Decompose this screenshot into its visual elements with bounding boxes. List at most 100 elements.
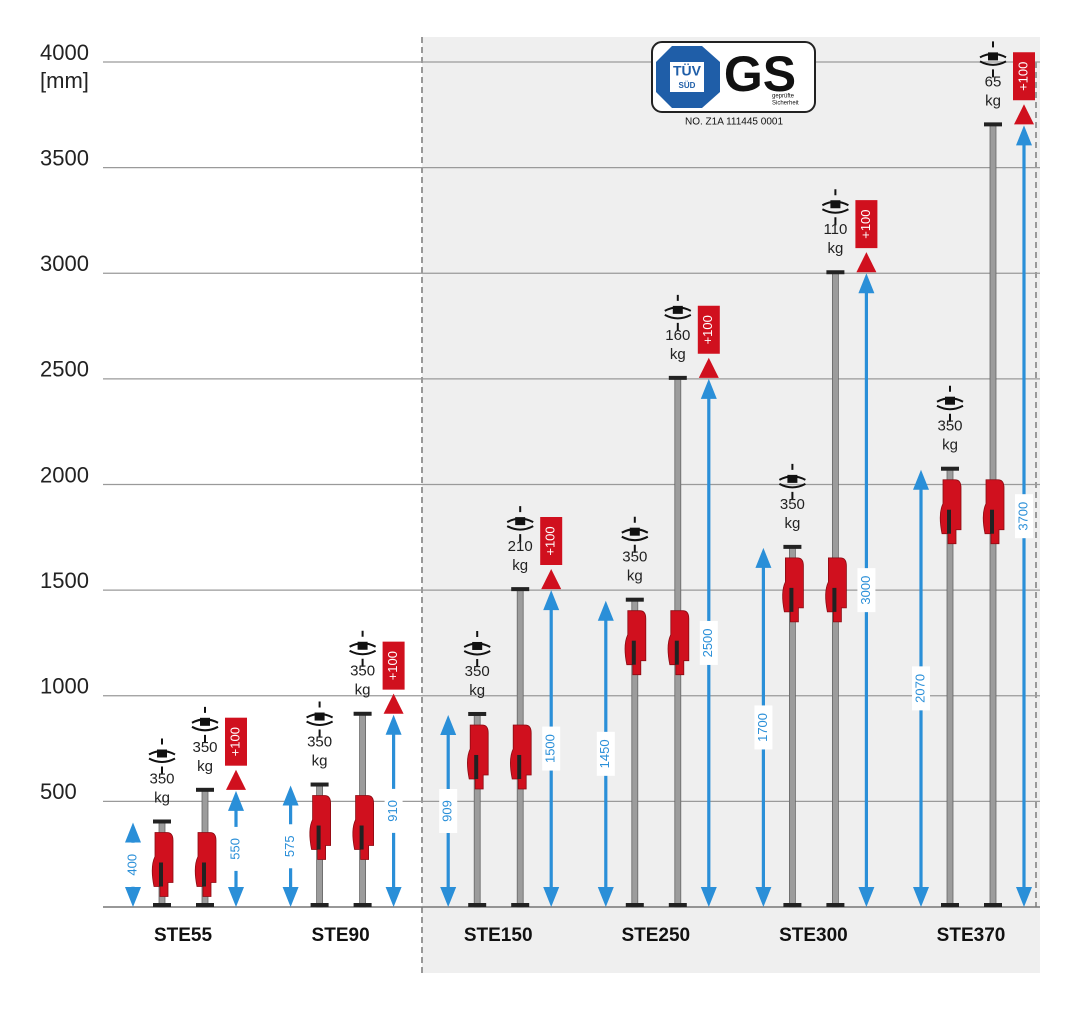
extension-badge xyxy=(855,200,878,249)
product-name: STE250 xyxy=(621,925,690,946)
tuv-text: TÜV xyxy=(673,63,702,79)
extension-label: +100 xyxy=(227,727,242,756)
pole-foot xyxy=(625,903,644,907)
value-label-bg xyxy=(384,788,403,833)
value-label: 3000 xyxy=(858,576,873,605)
extension-badge xyxy=(382,641,405,690)
value-label: 575 xyxy=(282,835,297,857)
value-label: 2500 xyxy=(700,628,715,657)
value-label-bg xyxy=(857,568,876,613)
pole-foot xyxy=(196,903,214,907)
pole-foot xyxy=(783,903,802,907)
highlight-panel xyxy=(422,37,1040,973)
handle-grip xyxy=(789,587,794,612)
value-label-bg xyxy=(281,824,300,869)
load-value: 110 xyxy=(823,221,847,238)
value-label-bg xyxy=(699,620,718,665)
product-name: STE90 xyxy=(312,925,370,946)
handle-grip xyxy=(631,640,636,665)
extension-arrow xyxy=(1014,104,1034,125)
extension-badge xyxy=(697,305,720,354)
pole-cap xyxy=(783,544,802,549)
load-unit: kg xyxy=(670,346,686,363)
extension-badge xyxy=(225,717,247,766)
cert-number: NO. Z1A 111445 0001 xyxy=(685,117,783,128)
pole-foot xyxy=(353,903,372,907)
gs-text: GS xyxy=(724,46,796,102)
gs-caption: geprüfte xyxy=(772,94,795,100)
load-weight xyxy=(988,52,998,61)
load-value: 350 xyxy=(149,770,174,787)
y-tick-label: 4000 xyxy=(40,40,89,65)
extension-arrow xyxy=(226,769,246,790)
product-name: STE370 xyxy=(937,925,1006,946)
y-tick-label: 500 xyxy=(40,779,77,804)
load-value: 350 xyxy=(622,549,647,566)
value-label: 909 xyxy=(440,800,455,822)
extension-label: +100 xyxy=(385,651,400,680)
load-weight xyxy=(314,712,325,721)
load-weight xyxy=(157,749,167,758)
load-unit: kg xyxy=(312,753,328,770)
extension-label: +100 xyxy=(1015,62,1030,91)
y-tick-label: 1000 xyxy=(40,674,89,699)
handle-grip xyxy=(990,509,994,534)
extension-arrow xyxy=(698,357,719,378)
product-name: STE150 xyxy=(464,925,533,946)
pole-cap xyxy=(984,122,1002,127)
pole-foot xyxy=(310,903,329,907)
value-label-bg xyxy=(439,788,458,833)
handle-grip xyxy=(517,754,522,779)
load-weight xyxy=(629,527,640,536)
y-tick-label: 2000 xyxy=(40,462,89,487)
handle-grip xyxy=(316,825,321,850)
y-tick-label: 1500 xyxy=(40,568,89,593)
pole-foot xyxy=(984,903,1002,907)
gs-caption: Sicherheit xyxy=(772,101,799,107)
value-label: 910 xyxy=(385,800,400,822)
load-weight xyxy=(200,717,210,726)
pole-foot xyxy=(153,903,171,907)
extension-arrow xyxy=(383,693,404,714)
value-label-bg xyxy=(1015,494,1033,539)
extension-label: +100 xyxy=(543,526,558,555)
tuv-inner xyxy=(670,62,704,92)
pole-cap xyxy=(668,375,687,380)
pole-foot xyxy=(941,903,959,907)
load-value: 210 xyxy=(508,538,533,555)
value-label-bg xyxy=(912,666,930,711)
load-weight xyxy=(945,396,955,405)
load-unit: kg xyxy=(197,758,213,775)
load-value: 350 xyxy=(307,734,332,751)
product-name: STE300 xyxy=(779,925,848,946)
pole-cap xyxy=(511,587,530,592)
load-value: 160 xyxy=(665,327,690,344)
value-label-bg xyxy=(596,731,615,776)
load-unit: kg xyxy=(985,92,1001,109)
y-tick-label: 3500 xyxy=(40,145,89,170)
pole-foot xyxy=(668,903,687,907)
load-value: 350 xyxy=(780,496,805,513)
value-label: 400 xyxy=(124,854,139,876)
load-weight xyxy=(515,517,526,526)
value-label: 550 xyxy=(227,838,242,860)
pole-foot xyxy=(468,903,487,907)
load-unit: kg xyxy=(827,240,843,257)
handle-grip xyxy=(202,862,206,887)
pole-cap xyxy=(353,711,372,716)
handle-grip xyxy=(159,862,163,887)
value-label: 2070 xyxy=(912,674,927,703)
load-value: 350 xyxy=(192,739,217,756)
value-label-bg xyxy=(124,842,142,887)
load-unit: kg xyxy=(154,789,170,806)
pole-cap xyxy=(196,787,214,792)
value-label-bg xyxy=(227,826,245,871)
pole-foot xyxy=(511,903,530,907)
extension-label: +100 xyxy=(858,209,873,238)
pole-cap xyxy=(941,466,959,471)
load-unit: kg xyxy=(469,682,485,699)
extension-arrow xyxy=(541,569,562,590)
extension-label: +100 xyxy=(700,315,715,344)
load-value: 350 xyxy=(937,418,962,435)
